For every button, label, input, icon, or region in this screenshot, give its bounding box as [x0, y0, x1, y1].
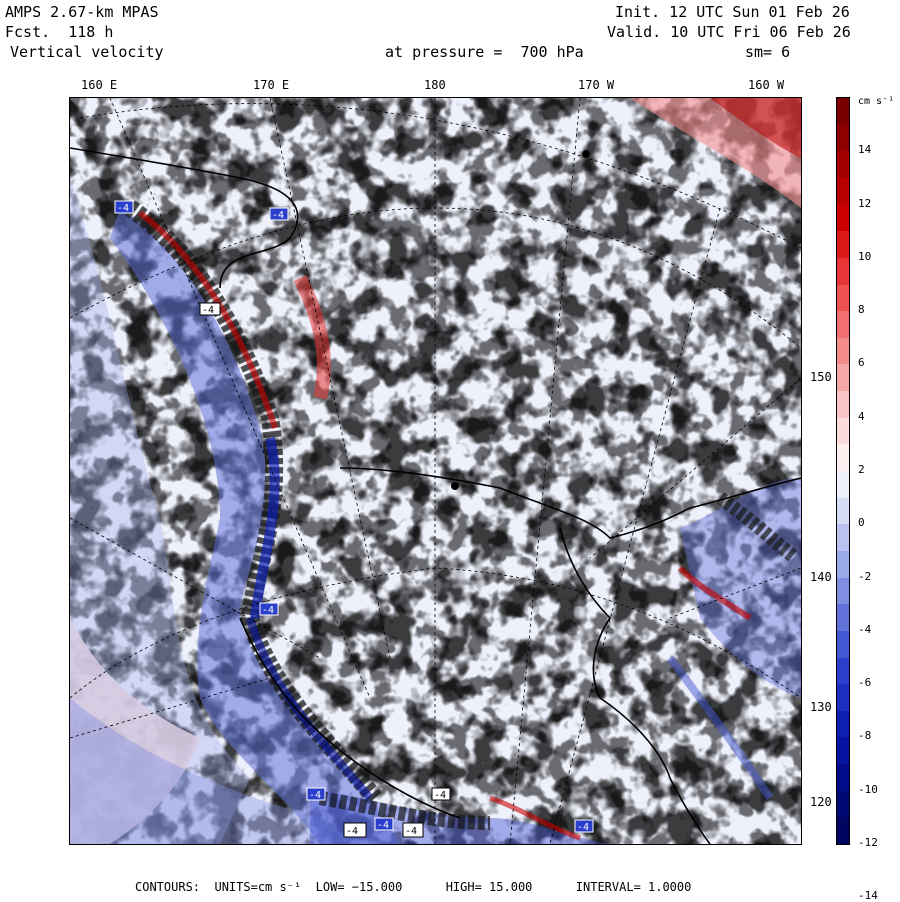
colorbar-tick-label: 12	[858, 196, 872, 210]
colorbar-segment	[837, 124, 849, 152]
vertical-velocity-map: -4 -4 -4 -4 -4 -4 -4 -4 -4 -4	[70, 98, 801, 844]
colorbar-tick-label: -12	[858, 836, 878, 849]
colorbar-tick-label: 4	[858, 409, 865, 423]
map-mark: -4	[202, 305, 214, 316]
map-mark: -4	[262, 605, 274, 616]
lon-label-160e: 160 E	[81, 78, 118, 92]
colorbar-segment	[837, 737, 849, 765]
map-mark: -4	[577, 822, 589, 833]
contour-high: HIGH= 15.000	[445, 880, 533, 894]
contour-info: CONTOURS: UNITS=cm s⁻¹ LOW= −15.000 HIGH…	[135, 880, 691, 894]
colorbar-tick-label: 14	[858, 143, 872, 157]
field-name: Vertical velocity	[10, 43, 164, 61]
colorbar-segment	[837, 684, 849, 712]
colorbar-segment	[837, 177, 849, 206]
station-dot	[451, 482, 459, 490]
colorbar-segment	[837, 391, 849, 419]
colorbar	[836, 97, 850, 845]
map-mark: -4	[434, 790, 446, 801]
domain-edge-region	[70, 618, 200, 844]
graticule	[70, 98, 801, 844]
colorbar-tick-label: -8	[858, 729, 872, 743]
colorbar-segment	[837, 257, 849, 285]
colorbar-tick-label: 6	[858, 356, 865, 370]
lon-label-170w: 170 W	[578, 78, 615, 92]
map-mark: -4	[272, 210, 284, 221]
map-mark: -4	[377, 820, 389, 831]
colorbar-segment	[837, 151, 849, 179]
contour-low: LOW= −15.000	[315, 880, 403, 894]
model-title: AMPS 2.67-km MPAS	[5, 3, 159, 21]
east-orographic-signal	[666, 478, 801, 801]
colorbar-tick-label: 10	[858, 249, 872, 263]
colorbar-tick-label: -6	[858, 676, 872, 690]
contours-label: CONTOURS:	[135, 880, 201, 894]
colorbar-tick-label: -14	[858, 889, 878, 902]
contour-units: UNITS=cm s⁻¹	[214, 880, 302, 894]
map-mark: -4	[346, 826, 358, 837]
map-mark: -4	[405, 826, 417, 837]
colorbar-segment	[837, 311, 849, 339]
station-dot	[582, 150, 590, 158]
colorbar-segment	[837, 550, 849, 579]
colorbar-segment	[837, 577, 849, 605]
init-time: Init. 12 UTC Sun 01 Feb 26	[615, 3, 850, 21]
colorbar-segment	[837, 204, 849, 232]
contour-labels: -4 -4 -4 -4 -4 -4 -4 -4 -4 -4	[114, 200, 594, 838]
valid-time: Valid. 10 UTC Fri 06 Feb 26	[607, 23, 851, 41]
colorbar-segment	[837, 790, 849, 818]
lon-label-160w: 160 W	[748, 78, 785, 92]
colorbar-segment	[837, 817, 849, 845]
forecast-hour: Fcst. 118 h	[5, 23, 114, 41]
colorbar-segment	[837, 364, 849, 392]
colorbar-segment	[837, 444, 849, 472]
colorbar-segment	[837, 231, 849, 259]
coastline	[70, 147, 801, 844]
colorbar-tick-label: 8	[858, 303, 865, 317]
colorbar-tick-label: 2	[858, 463, 865, 476]
colorbar-segment	[837, 98, 849, 126]
lon-label-170e: 170 E	[253, 78, 290, 92]
west-negative-band	[70, 178, 250, 844]
colorbar-segment	[837, 764, 849, 792]
map-mark: -4	[309, 790, 321, 801]
pressure-level: at pressure = 700 hPa	[385, 43, 584, 61]
colorbar-units: cm s⁻¹	[858, 96, 895, 107]
colorbar-segment	[837, 471, 849, 499]
colorbar-segment	[837, 657, 849, 685]
contour-interval: INTERVAL= 1.0000	[575, 880, 692, 894]
colorbar-segment	[837, 284, 849, 312]
colorbar-tick-label: 0	[858, 516, 865, 530]
colorbar-tick-label: -2	[858, 569, 872, 583]
colorbar-segment	[837, 710, 849, 738]
colorbar-segment	[837, 497, 849, 525]
colorbar-segment	[837, 604, 849, 632]
colorbar-tick-label: -4	[858, 622, 872, 636]
smoothing: sm= 6	[745, 43, 791, 61]
lon-label-180: 180	[424, 78, 446, 92]
colorbar-segment	[837, 337, 849, 365]
colorbar-segment	[837, 524, 849, 552]
map-panel: -4 -4 -4 -4 -4 -4 -4 -4 -4 -4	[69, 97, 802, 845]
colorbar-tick-label: -10	[858, 782, 878, 796]
colorbar-segment	[837, 630, 849, 658]
colorbar-segment	[837, 417, 849, 445]
map-mark: -4	[117, 203, 129, 214]
